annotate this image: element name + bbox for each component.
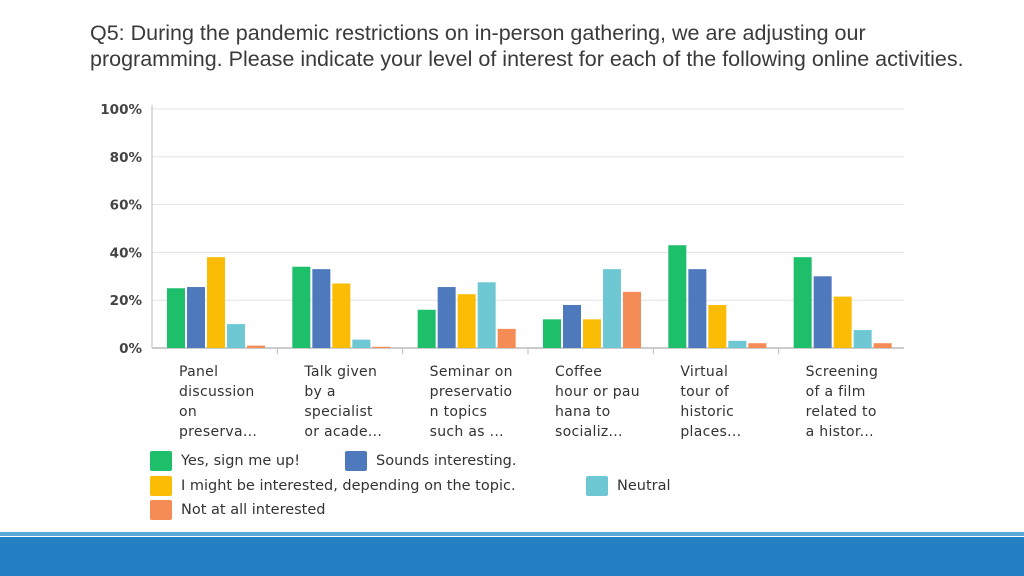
x-tick-label: Panel discussion on preserva...	[179, 362, 289, 442]
bar-yes	[543, 319, 561, 348]
legend-swatch	[586, 476, 608, 496]
bar-yes	[167, 288, 185, 348]
y-tick-label: 0%	[119, 341, 142, 357]
legend-label: I might be interested, depending on the …	[181, 478, 516, 494]
x-tick-label-line: historic	[680, 404, 735, 420]
bar-not	[372, 346, 391, 348]
bar-might	[833, 296, 852, 348]
bar-neutral	[477, 282, 496, 348]
x-tick-label-line: or acade...	[304, 424, 383, 440]
x-tick-label-line: a histor...	[805, 424, 874, 440]
x-tick-label-line: such as ...	[429, 424, 504, 440]
bar-might	[708, 304, 727, 348]
x-tick-label-line: preserva...	[179, 424, 258, 440]
bar-might	[207, 257, 225, 348]
x-tick-label-line: places...	[680, 424, 742, 440]
y-tick-label: 100%	[100, 102, 142, 118]
bar-neutral	[227, 324, 245, 348]
bar-yes	[793, 257, 812, 348]
legend-item-neutral: Neutral	[586, 476, 671, 496]
y-tick-label: 40%	[110, 245, 143, 261]
bar-might	[583, 319, 601, 348]
footer-bar	[0, 537, 1024, 576]
x-tick-label-line: Seminar on	[429, 364, 513, 380]
bar-might	[332, 283, 351, 348]
footer-divider	[0, 532, 1024, 536]
title-line-2: programming. Please indicate your level …	[90, 47, 964, 71]
legend-swatch	[345, 451, 367, 471]
x-tick-label: Talk given by a specialist or acade...	[304, 362, 414, 442]
x-tick-label-line: n topics	[429, 404, 488, 420]
legend-item-might: I might be interested, depending on the …	[150, 476, 516, 496]
bar-sounds	[688, 269, 707, 348]
x-tick-label-line: Coffee	[555, 364, 603, 380]
x-tick-label-line: Virtual	[680, 364, 729, 380]
x-tick-label: Screening of a film related to a histor...	[806, 362, 916, 442]
bar-yes	[292, 266, 311, 348]
x-tick-label: Coffee hour or pau hana to socializ...	[555, 362, 665, 442]
chart-area: 0% 20% 40% 60% 80% 100% Panel discussion on pres…	[90, 95, 920, 535]
x-tick-label: Seminar on preservatio n topics such as ...	[430, 362, 540, 442]
y-tick-label: 20%	[110, 293, 143, 309]
x-tick-label-line: hana to	[555, 404, 611, 420]
title-line-1: Q5: During the pandemic restrictions on …	[90, 21, 866, 45]
bar-sounds	[187, 287, 205, 348]
bar-sounds	[813, 276, 832, 348]
x-tick-label-line: Screening	[805, 364, 879, 380]
bar-not	[247, 345, 265, 348]
bar-not	[623, 291, 641, 348]
x-tick-label-line: discussion	[179, 384, 255, 400]
slide-title: Q5: During the pandemic restrictions on …	[90, 20, 1010, 72]
x-tick-label-line: on	[179, 404, 198, 420]
bar-neutral	[352, 339, 371, 348]
bar-not	[497, 328, 516, 348]
legend-label: Sounds interesting.	[376, 453, 517, 469]
bar-not	[748, 343, 767, 348]
legend-item-sounds: Sounds interesting.	[345, 451, 516, 471]
bar-neutral	[853, 330, 872, 348]
bar-neutral	[728, 340, 747, 348]
legend-item-yes: Yes, sign me up!	[150, 451, 300, 471]
y-tick-label: 80%	[110, 150, 143, 166]
x-tick-label-line: hour or pau	[555, 384, 640, 400]
x-tick-label-line: related to	[805, 404, 877, 420]
bar-neutral	[603, 269, 621, 348]
y-tick-label: 60%	[110, 198, 143, 214]
x-tick-label-line: Panel	[179, 364, 219, 380]
x-tick-label-line: of a film	[805, 384, 866, 400]
legend-swatch	[150, 451, 172, 471]
x-tick-label-line: specialist	[304, 404, 373, 420]
bar-sounds	[437, 287, 456, 348]
bar-yes	[668, 245, 687, 348]
bar-might	[457, 294, 476, 348]
legend-label: Not at all interested	[181, 502, 326, 518]
x-tick-label-line: socializ...	[555, 424, 623, 440]
bar-yes	[417, 309, 436, 348]
legend-item-not: Not at all interested	[150, 500, 326, 520]
bar-sounds	[563, 304, 581, 348]
x-tick-label-line: by a	[304, 384, 336, 400]
legend-swatch	[150, 476, 172, 496]
bar-chart: 0% 20% 40% 60% 80% 100%	[100, 102, 904, 357]
bar-sounds	[312, 269, 331, 348]
legend-label: Neutral	[617, 478, 671, 494]
x-tick-label: Virtual tour of historic places...	[680, 362, 790, 442]
x-tick-label-line: preservatio	[429, 384, 513, 400]
legend-label: Yes, sign me up!	[181, 453, 301, 469]
bar-not	[873, 343, 892, 348]
legend-swatch	[150, 500, 172, 520]
x-tick-label-line: Talk given	[304, 364, 378, 380]
x-tick-label-line: tour of	[680, 384, 730, 400]
